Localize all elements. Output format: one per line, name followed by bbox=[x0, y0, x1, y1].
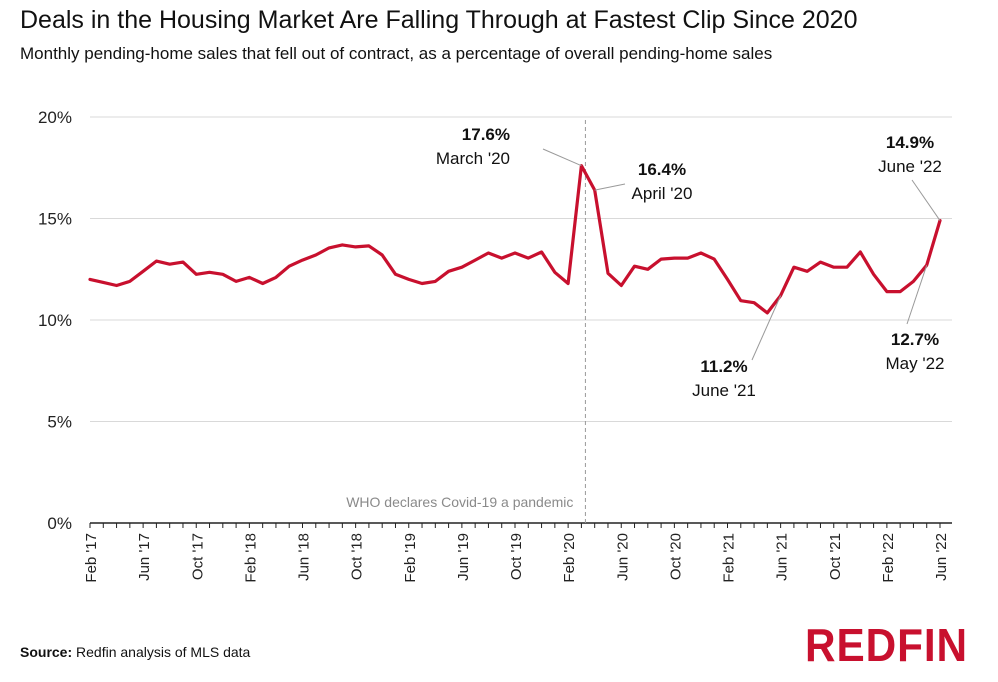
x-tick-label: Jun '17 bbox=[136, 533, 153, 581]
annotation-value: 16.4% bbox=[638, 160, 686, 179]
x-tick-label: Jun '19 bbox=[455, 533, 472, 581]
y-tick-label: 5% bbox=[47, 413, 72, 432]
chart-title: Deals in the Housing Market Are Falling … bbox=[20, 6, 858, 34]
y-tick-label: 15% bbox=[38, 210, 72, 229]
annotation-date: March '20 bbox=[436, 149, 510, 168]
annotation-date: June '22 bbox=[878, 157, 942, 176]
annotation-date: June '21 bbox=[692, 381, 756, 400]
event-label: WHO declares Covid-19 a pandemic bbox=[346, 494, 573, 510]
x-tick-label: Oct '17 bbox=[189, 533, 206, 580]
x-tick-label: Oct '21 bbox=[827, 533, 844, 580]
y-tick-label: 10% bbox=[38, 311, 72, 330]
x-tick-label: Feb '22 bbox=[880, 533, 897, 583]
x-tick-label: Oct '18 bbox=[349, 533, 366, 580]
chart-subtitle: Monthly pending-home sales that fell out… bbox=[20, 44, 773, 63]
x-tick-label: Feb '19 bbox=[402, 533, 419, 583]
annotation-leader bbox=[751, 295, 782, 361]
x-tick-label: Jun '21 bbox=[774, 533, 791, 581]
x-tick-label: Feb '21 bbox=[721, 533, 738, 583]
x-tick-label: Feb '18 bbox=[242, 533, 259, 583]
annotation-leader bbox=[542, 148, 582, 167]
annotation-value: 11.2% bbox=[700, 357, 747, 376]
annotation-date: April '20 bbox=[632, 184, 693, 203]
annotation-leader bbox=[911, 179, 941, 221]
x-tick-label: Oct '19 bbox=[508, 533, 525, 580]
source-note: Source: Redfin analysis of MLS data bbox=[20, 644, 250, 660]
annotation-value: 12.7% bbox=[891, 330, 939, 349]
annotation-leader bbox=[594, 183, 626, 191]
x-tick-label: Feb '17 bbox=[83, 533, 100, 583]
x-tick-label: Jun '20 bbox=[614, 533, 631, 581]
annotation-date: May '22 bbox=[886, 354, 945, 373]
source-text: Redfin analysis of MLS data bbox=[72, 644, 251, 660]
x-tick-label: Oct '20 bbox=[667, 533, 684, 580]
y-tick-label: 0% bbox=[47, 514, 72, 533]
annotation-leader bbox=[906, 265, 928, 325]
x-tick-label: Jun '22 bbox=[933, 533, 950, 581]
y-tick-label: 20% bbox=[38, 108, 72, 127]
redfin-logo: REDFIN bbox=[805, 619, 969, 671]
series-line bbox=[88, 164, 942, 315]
x-tick-label: Jun '18 bbox=[296, 533, 313, 581]
x-tick-label: Feb '20 bbox=[561, 533, 578, 583]
annotation-value: 14.9% bbox=[886, 133, 934, 152]
source-label: Source: bbox=[20, 644, 73, 660]
annotation-value: 17.6% bbox=[462, 125, 510, 144]
